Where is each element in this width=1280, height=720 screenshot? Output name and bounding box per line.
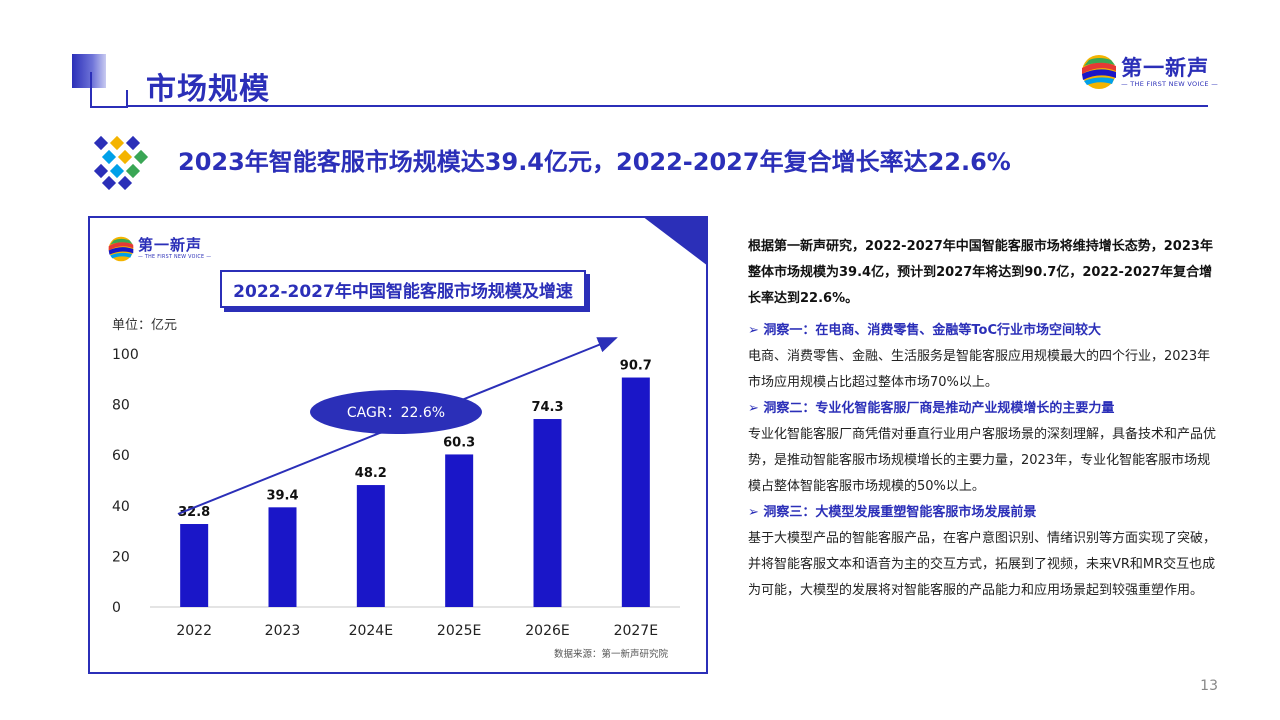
insight-heading: ➢ 洞察一：在电商、消费零售、金融等ToC行业市场空间较大	[748, 323, 1102, 338]
bar	[180, 524, 209, 607]
bar-value-label: 74.3	[531, 400, 563, 415]
card-brand-subtitle: — THE FIRST NEW VOICE —	[138, 255, 212, 260]
x-tick-label: 2022	[176, 623, 212, 639]
cagr-label: CAGR：22.6%	[347, 405, 445, 421]
header-divider	[128, 105, 1208, 107]
insight-heading: ➢ 洞察二：专业化智能客服厂商是推动产业规模增长的主要力量	[748, 401, 1115, 416]
insight-3: ➢ 洞察三：大模型发展重塑智能客服市场发展前景 基于大模型产品的智能客服产品，在…	[748, 500, 1218, 604]
y-tick-label: 80	[112, 398, 130, 414]
bar-value-label: 90.7	[620, 359, 652, 374]
insight-1: ➢ 洞察一：在电商、消费零售、金融等ToC行业市场空间较大 电商、消费零售、金融…	[748, 318, 1218, 396]
bar-value-label: 39.4	[266, 488, 298, 503]
page-title: 市场规模	[146, 72, 270, 107]
header-accent-bracket	[90, 72, 128, 108]
analysis-panel: 根据第一新声研究，2022-2027年中国智能客服市场将维持增长态势，2023年…	[748, 234, 1218, 604]
page-number: 13	[1200, 678, 1218, 694]
bar	[268, 507, 297, 607]
bar	[356, 485, 385, 607]
insight-2: ➢ 洞察二：专业化智能客服厂商是推动产业规模增长的主要力量 专业化智能客服厂商凭…	[748, 396, 1218, 500]
brand-subtitle: — THE FIRST NEW VOICE —	[1121, 79, 1218, 88]
insight-body: 专业化智能客服厂商凭借对垂直行业用户客服场景的深刻理解，具备技术和产品优势，是推…	[748, 427, 1217, 494]
corner-decoration	[642, 218, 706, 266]
x-tick-label: 2026E	[525, 623, 569, 639]
bar	[533, 419, 562, 607]
card-brand-name: 第一新声	[138, 236, 203, 254]
source-note: 数据来源：第一新声研究院	[553, 649, 668, 660]
unit-label: 单位：亿元	[112, 318, 178, 333]
x-tick-label: 2023	[265, 623, 301, 639]
chart-title: 2022-2027年中国智能客服市场规模及增速	[220, 270, 586, 308]
bar-value-label: 60.3	[443, 435, 475, 450]
y-tick-label: 100	[112, 347, 139, 363]
bar	[445, 454, 474, 607]
brand-name: 第一新声	[1121, 55, 1210, 80]
logo-mark-icon	[108, 236, 134, 262]
bar	[621, 377, 650, 607]
x-tick-label: 2025E	[437, 623, 481, 639]
headline: 2023年智能客服市场规模达39.4亿元，2022-2027年复合增长率达22.…	[178, 148, 1011, 176]
brand-logo: 第一新声 — THE FIRST NEW VOICE —	[1081, 54, 1218, 90]
insight-body: 电商、消费零售、金融、生活服务是智能客服应用规模最大的四个行业，2023年市场应…	[748, 349, 1211, 390]
y-tick-label: 60	[112, 448, 130, 464]
cagr-badge	[310, 390, 482, 434]
y-tick-label: 40	[112, 499, 130, 515]
insight-body: 基于大模型产品的智能客服产品，在客户意图识别、情绪识别等方面实现了突破，并将智能…	[748, 531, 1217, 598]
diamond-cluster-icon	[93, 135, 149, 190]
header-accent-square	[72, 54, 106, 88]
logo-mark-icon	[1081, 54, 1117, 90]
x-tick-label: 2024E	[349, 623, 393, 639]
card-brand-logo: 第一新声 — THE FIRST NEW VOICE —	[108, 236, 211, 262]
bar-chart: 0 20 40 60 80 100 32.8 2022 39.4 2023 48.2 2024E 60.…	[112, 337, 680, 639]
y-tick-label: 0	[112, 600, 121, 616]
insight-heading: ➢ 洞察三：大模型发展重塑智能客服市场发展前景	[748, 505, 1037, 520]
bar-value-label: 48.2	[355, 466, 387, 481]
intro-paragraph: 根据第一新声研究，2022-2027年中国智能客服市场将维持增长态势，2023年…	[748, 239, 1213, 306]
y-tick-label: 20	[112, 549, 130, 565]
chart-card: 第一新声 — THE FIRST NEW VOICE — 2022-2027年中…	[88, 216, 708, 674]
bar-value-label: 32.8	[178, 505, 210, 520]
x-tick-label: 2027E	[614, 623, 658, 639]
